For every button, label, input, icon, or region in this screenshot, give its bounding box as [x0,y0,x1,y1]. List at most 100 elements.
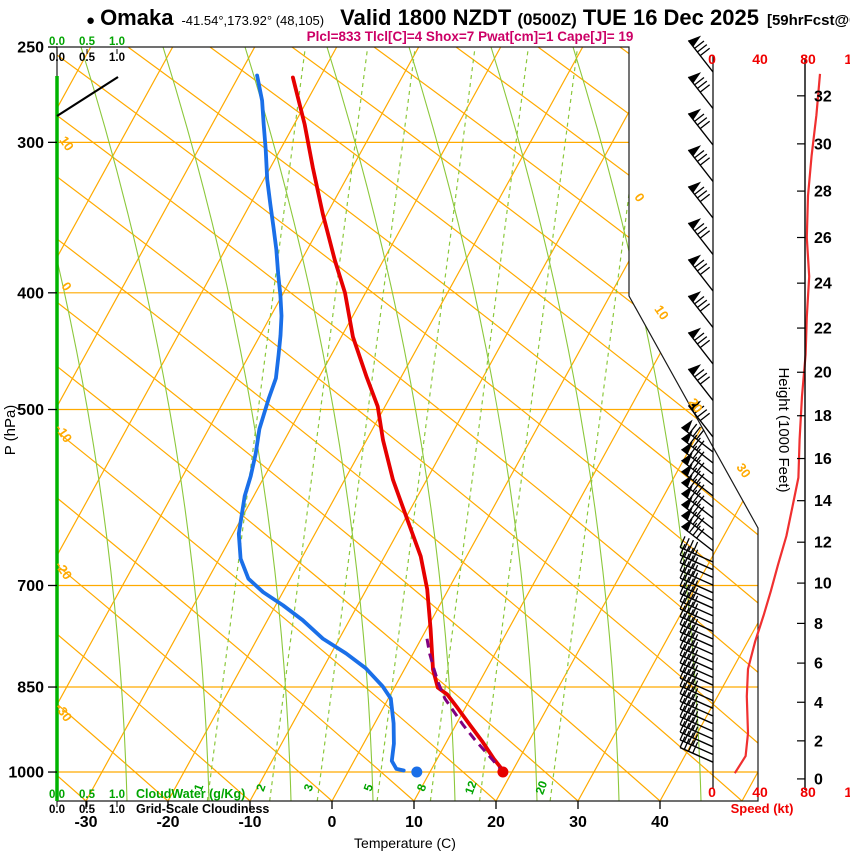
barb-feather [683,561,690,573]
barb-feather [692,564,699,577]
barb-feather [696,517,705,528]
barb-feather [687,555,694,567]
barb-feather [692,734,699,746]
dry-adiabat-line [57,47,758,801]
wind-barb [679,677,714,694]
barb-feather [696,153,708,162]
wind-barb [687,76,714,109]
isotherm-label-right: 20 [685,395,706,415]
mixing-ratio-line [549,47,649,801]
wind-barb [679,554,714,571]
barb-feather [679,559,686,571]
mixing-ratio-label: 2 [253,782,269,793]
barb-feather [692,492,701,503]
barb-feather [692,587,699,600]
height-tick-label: 18 [814,408,832,425]
barb-feather [688,522,698,533]
wind-barb [679,654,714,671]
barb-feather [692,448,701,459]
barb-feather [687,539,694,552]
barb-feather [679,643,686,656]
barb-feather [696,190,708,199]
barb-feather [696,451,705,462]
height-tick-label: 20 [814,365,832,382]
barb-feather [679,551,686,564]
barb-feather [688,478,698,489]
pressure-axis-title: P (hPa) [2,405,19,456]
barb-feather [699,266,711,276]
wind-barb [679,646,714,663]
temperature-tick-label: 10 [405,814,423,831]
barb-feather [692,726,699,739]
barb-feather [683,599,690,612]
barb-feather [688,489,698,500]
barb-feather [699,47,711,57]
cloudiness-scale-top: 0.0 [49,52,65,64]
barb-feather [696,495,705,506]
barb-feather [699,230,711,239]
barb-feather [679,736,686,748]
barb-feather [679,613,686,625]
speed-tick-label-bottom: 120 [844,784,850,800]
height-tick-label: 22 [814,321,832,338]
cloudwater-scale-top: 0.0 [49,36,65,48]
barb-feather [696,409,708,418]
barb-feather [683,553,690,565]
barb-feather [699,193,711,203]
height-tick-label: 24 [814,276,832,293]
barb-feather [696,462,705,473]
wind-barb [679,693,714,709]
barb-feather [688,434,698,445]
barb-feather [696,263,708,272]
barb-feather [683,576,690,588]
station-name: Omaka [100,5,174,30]
barb-feather [688,467,698,478]
valid-time: Valid 1800 NZDT [340,5,512,30]
cloudwater-scale-top: 1.0 [109,36,125,48]
barb-feather [687,670,694,683]
barb-feather [696,44,708,53]
barb-feather [692,603,699,615]
barb-feather [692,718,699,731]
barb-feather [692,680,699,692]
barb-feather [683,668,690,681]
isotherm-label-left: 0 [58,279,74,294]
moist-adiabat-line [326,47,456,801]
temperature-tick-label: -30 [74,814,97,831]
dry-adiabat-line [127,47,758,801]
height-tick-label: 10 [814,576,832,593]
barb-feather [683,661,690,673]
dry-adiabat-line [57,47,415,801]
barb-pennant [688,364,702,376]
barb-feather [679,605,686,617]
barb-pennant [688,254,702,266]
barb-feather [692,580,699,592]
temperature-tick-label: -20 [156,814,179,831]
barb-feather [692,525,701,536]
barb-feather [687,647,694,660]
height-tick-label: 2 [814,733,823,750]
height-tick-label: 30 [814,136,832,153]
mixing-ratio-line [376,47,476,801]
mixing-ratio-label: 1 [191,782,207,793]
mixing-ratio-line [429,47,529,801]
wind-barbs [679,35,714,789]
wind-barb [679,731,714,748]
barb-feather [692,437,701,448]
speed-tick-label-top: 120 [844,51,850,67]
barb-feather [687,586,694,598]
cloudiness-scale-label: Grid-Scale Cloudiness [136,802,269,816]
moist-adiabat-line [80,47,210,801]
wind-barb [679,623,714,640]
barb-feather [679,690,686,702]
speed-curve [733,73,822,774]
barb-feather [699,84,711,93]
temperature-tick-label: 30 [569,814,587,831]
wind-barb [679,592,714,609]
barb-feather [696,440,705,451]
barb-feather [683,707,690,719]
cloudiness-scale-bottom: 0.5 [79,804,96,816]
station-bullet-icon: ● [86,12,96,29]
